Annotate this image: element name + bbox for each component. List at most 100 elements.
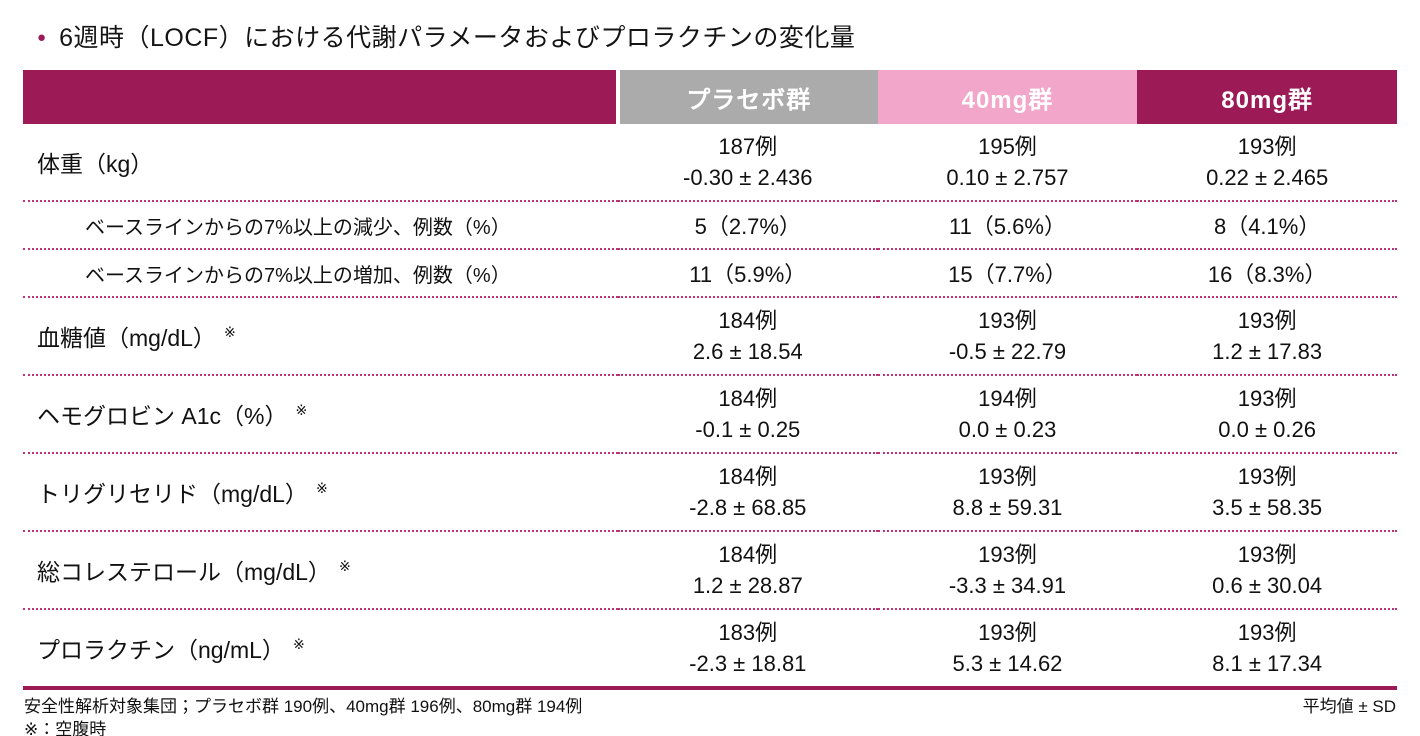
footnote-marker: ※ xyxy=(292,636,305,653)
cell-n: 193例 xyxy=(978,464,1037,489)
header-80mg-group: 80mg群 xyxy=(1137,70,1397,124)
cell-40mg: 195例 0.10 ± 2.757 xyxy=(877,124,1138,202)
footnote-population: 安全性解析対象集団；プラセボ群 190例、40mg群 196例、80mg群 19… xyxy=(24,697,583,716)
cell-value: 0.22 ± 2.465 xyxy=(1206,165,1329,190)
table-header-row: プラセボ群 40mg群 80mg群 xyxy=(23,70,1397,124)
table-row-prolactin: プロラクチン（ng/mL） ※ 183例 -2.3 ± 18.81 193例 5.3 … xyxy=(23,609,1397,690)
cell-40mg: 15（7.7%） xyxy=(877,249,1138,298)
cell-value: 3.5 ± 58.35 xyxy=(1212,495,1323,520)
row-label-text: 体重（kg） xyxy=(37,151,154,177)
cell-value: 1.2 ± 28.87 xyxy=(692,573,803,598)
table-row-hba1c: ヘモグロビン A1c（%） ※ 184例 -0.1 ± 0.25 194例 0.0 ±… xyxy=(23,375,1397,454)
table-row-body-weight: 体重（kg） 187例 -0.30 ± 2.436 195例 0.10 ± 2.75… xyxy=(23,124,1397,202)
cell-placebo: 184例 1.2 ± 28.87 xyxy=(617,531,878,610)
cell-40mg: 11（5.6%） xyxy=(877,201,1138,250)
cell-value: 8.1 ± 17.34 xyxy=(1212,651,1323,676)
footnote-marker: ※ xyxy=(338,558,351,575)
cell-40mg: 193例 8.8 ± 59.31 xyxy=(877,453,1138,532)
metabolic-parameters-table: プラセボ群 40mg群 80mg群 体重（kg） 187例 -0.30 ± 2.4… xyxy=(23,70,1397,690)
cell-placebo: 184例 2.6 ± 18.54 xyxy=(617,297,878,376)
cell-40mg: 194例 0.0 ± 0.23 xyxy=(877,375,1138,454)
cell-placebo: 5（2.7%） xyxy=(617,201,878,250)
cell-n: 184例 xyxy=(718,542,778,567)
cell-80mg: 193例 0.22 ± 2.465 xyxy=(1137,124,1397,202)
cell-n: 193例 xyxy=(978,542,1037,567)
cell-value: 0.6 ± 30.04 xyxy=(1212,573,1323,598)
table-row-blood-glucose: 血糖値（mg/dL） ※ 184例 2.6 ± 18.54 193例 -0.5 ± 2… xyxy=(23,297,1397,376)
row-label: プロラクチン（ng/mL） ※ xyxy=(23,609,618,690)
row-label: トリグリセリド（mg/dL） ※ xyxy=(23,453,618,532)
footnote-marker: ※ xyxy=(295,402,308,419)
cell-80mg: 16（8.3%） xyxy=(1137,249,1397,298)
cell-n: 184例 xyxy=(718,464,778,489)
cell-value: -2.3 ± 18.81 xyxy=(689,651,807,676)
bullet-icon: ● xyxy=(37,28,47,46)
header-empty-cell xyxy=(23,70,620,124)
cell-40mg: 193例 -3.3 ± 34.91 xyxy=(877,531,1138,610)
cell-80mg: 8（4.1%） xyxy=(1137,201,1397,250)
cell-value: 1.2 ± 17.83 xyxy=(1212,339,1323,364)
cell-value: -2.8 ± 68.85 xyxy=(689,495,807,520)
cell-n: 184例 xyxy=(718,308,778,333)
cell-80mg: 193例 1.2 ± 17.83 xyxy=(1137,297,1397,376)
cell-n: 194例 xyxy=(978,386,1037,411)
footnote-marker: ※ xyxy=(315,480,328,497)
slide-title-row: ● 6週時（LOCF）における代謝パラメータおよびプロラクチンの変化量 xyxy=(23,12,1397,70)
page-title: 6週時（LOCF）における代謝パラメータおよびプロラクチンの変化量 xyxy=(59,24,856,52)
cell-value: -3.3 ± 34.91 xyxy=(948,573,1067,598)
footnote-marker: ※ xyxy=(223,324,236,341)
cell-40mg: 193例 5.3 ± 14.62 xyxy=(877,609,1138,690)
cell-n: 193例 xyxy=(1237,620,1297,645)
cell-80mg: 193例 0.6 ± 30.04 xyxy=(1137,531,1397,610)
cell-placebo: 183例 -2.3 ± 18.81 xyxy=(617,609,878,690)
cell-n: 183例 xyxy=(718,620,778,645)
cell-value: 0.0 ± 0.26 xyxy=(1218,417,1316,442)
row-label: ベースラインからの7%以上の減少、例数（%） xyxy=(23,201,618,250)
cell-value: -0.30 ± 2.436 xyxy=(683,165,813,190)
footnote-mean-sd: 平均値 ± SD xyxy=(1302,697,1396,716)
cell-value: -0.1 ± 0.25 xyxy=(695,417,801,442)
cell-n: 187例 xyxy=(718,134,778,159)
cell-value: 2.6 ± 18.54 xyxy=(692,339,803,364)
row-label: ヘモグロビン A1c（%） ※ xyxy=(23,375,618,454)
row-label-text: ヘモグロビン A1c（%） xyxy=(37,403,288,429)
footnote-fasting: ※：空腹時 xyxy=(24,720,107,736)
cell-placebo: 184例 -2.8 ± 68.85 xyxy=(617,453,878,532)
header-40mg-group: 40mg群 xyxy=(877,70,1138,124)
row-label-text: 血糖値（mg/dL） xyxy=(37,325,216,351)
cell-n: 195例 xyxy=(978,134,1037,159)
cell-n: 193例 xyxy=(978,620,1037,645)
cell-value: 5.3 ± 14.62 xyxy=(952,651,1063,676)
cell-n: 193例 xyxy=(1237,464,1297,489)
cell-n: 193例 xyxy=(1237,134,1297,159)
header-placebo-group: プラセボ群 xyxy=(617,70,878,124)
footnote-left-block: 安全性解析対象集団；プラセボ群 190例、40mg群 196例、80mg群 19… xyxy=(24,695,582,736)
cell-value: 8.8 ± 59.31 xyxy=(952,495,1063,520)
row-label-text: 総コレステロール（mg/dL） xyxy=(37,559,331,585)
cell-n: 193例 xyxy=(1237,308,1297,333)
cell-80mg: 193例 3.5 ± 58.35 xyxy=(1137,453,1397,532)
row-label-text: トリグリセリド（mg/dL） xyxy=(37,481,308,507)
cell-value: 0.0 ± 0.23 xyxy=(958,417,1057,442)
cell-placebo: 187例 -0.30 ± 2.436 xyxy=(617,124,878,202)
cell-value: 0.10 ± 2.757 xyxy=(946,165,1069,190)
row-label: ベースラインからの7%以上の増加、例数（%） xyxy=(23,249,618,298)
cell-80mg: 193例 8.1 ± 17.34 xyxy=(1137,609,1397,690)
cell-40mg: 193例 -0.5 ± 22.79 xyxy=(877,297,1138,376)
row-label: 総コレステロール（mg/dL） ※ xyxy=(23,531,618,610)
row-label: 血糖値（mg/dL） ※ xyxy=(23,297,618,376)
cell-n: 193例 xyxy=(978,308,1037,333)
cell-value: -0.5 ± 22.79 xyxy=(948,339,1067,364)
cell-n: 193例 xyxy=(1237,386,1297,411)
cell-80mg: 193例 0.0 ± 0.26 xyxy=(1137,375,1397,454)
cell-placebo: 11（5.9%） xyxy=(617,249,878,298)
table-row-triglycerides: トリグリセリド（mg/dL） ※ 184例 -2.8 ± 68.85 193例 8.8… xyxy=(23,453,1397,532)
table-footnotes: 安全性解析対象集団；プラセボ群 190例、40mg群 196例、80mg群 19… xyxy=(23,690,1397,736)
cell-n: 193例 xyxy=(1237,542,1297,567)
row-label: 体重（kg） xyxy=(23,124,618,202)
cell-placebo: 184例 -0.1 ± 0.25 xyxy=(617,375,878,454)
cell-n: 184例 xyxy=(718,386,778,411)
table-row-total-cholesterol: 総コレステロール（mg/dL） ※ 184例 1.2 ± 28.87 193例 -3.… xyxy=(23,531,1397,610)
table-row-weight-decrease-7pct: ベースラインからの7%以上の減少、例数（%） 5（2.7%） 11（5.6%） … xyxy=(23,201,1397,250)
